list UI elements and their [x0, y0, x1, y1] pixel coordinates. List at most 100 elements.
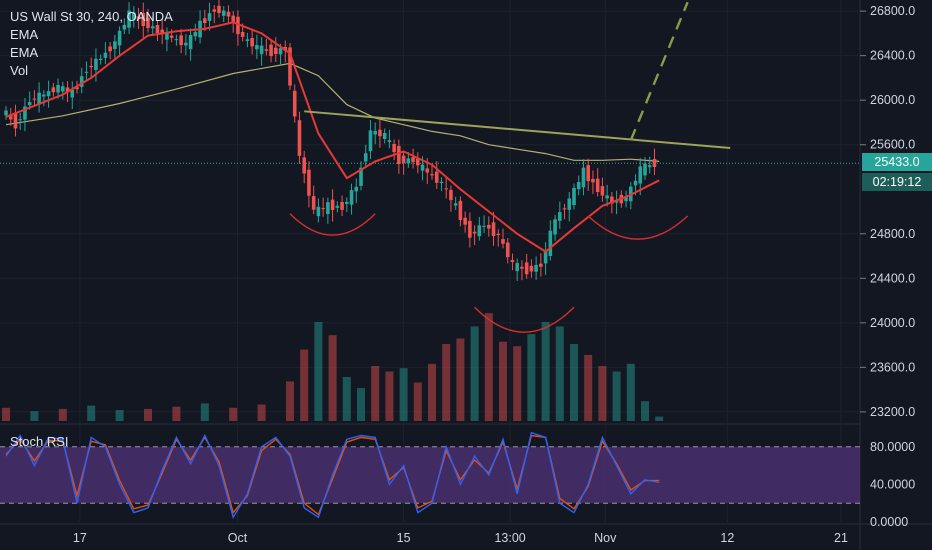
volume-label[interactable]: Vol	[10, 63, 29, 78]
candle-body	[439, 181, 444, 184]
symbol-title[interactable]: US Wall St 30, 240, OANDA	[10, 9, 173, 24]
candle-body	[221, 10, 226, 16]
candle-body	[203, 18, 207, 24]
candle-body	[397, 145, 401, 165]
candle-body	[562, 208, 567, 210]
candle-body	[264, 49, 269, 51]
candle-body	[373, 130, 377, 135]
volume-bar	[413, 382, 422, 421]
candle-body	[326, 202, 330, 215]
candle-body	[411, 157, 415, 163]
candle-body	[349, 190, 354, 205]
candle-body	[406, 158, 411, 164]
candle-body	[42, 94, 46, 97]
candle-body	[8, 114, 13, 120]
candle-body	[510, 259, 515, 263]
volume-bar	[527, 334, 536, 421]
volume-bar	[286, 381, 294, 421]
time-tick-label: Oct	[228, 531, 248, 545]
price-tick-label: 26800.0	[870, 4, 915, 18]
candle-body	[255, 45, 259, 50]
price-tick-label: 24400.0	[870, 271, 915, 285]
volume-bar	[456, 338, 465, 421]
last-price-text: 25433.0	[874, 155, 919, 169]
candle-body	[226, 11, 231, 17]
candle-body	[647, 165, 652, 168]
time-tick-label: 13:00	[494, 531, 525, 545]
candle-body	[330, 199, 335, 211]
candle-body	[207, 13, 212, 21]
candle-body	[605, 195, 609, 199]
volume-bar	[612, 371, 621, 421]
candle-body	[416, 158, 420, 166]
volume-bars	[2, 313, 664, 421]
candle-body	[496, 233, 501, 236]
candle-body	[217, 5, 221, 14]
candle-body	[193, 32, 198, 37]
volume-bar	[314, 322, 323, 421]
rsi-tick-label: 40.0000	[870, 477, 915, 491]
stoch-rsi-label[interactable]: Stoch RSI	[10, 434, 69, 449]
candle-body	[505, 242, 510, 258]
volume-bar	[115, 410, 124, 421]
ema-slow-group	[5, 62, 660, 162]
candle-body	[259, 45, 264, 55]
price-tick-label: 24000.0	[870, 316, 915, 330]
candle-body	[614, 201, 619, 203]
volume-bar	[499, 341, 507, 421]
candle-body	[558, 212, 562, 221]
candle-body	[401, 155, 406, 164]
volume-bar	[300, 349, 309, 421]
volume-bar	[655, 416, 664, 421]
candle-body	[46, 91, 51, 97]
candle-body	[103, 52, 108, 58]
candle-body	[288, 47, 292, 86]
candle-body	[487, 224, 491, 229]
candles[interactable]	[4, 0, 657, 281]
candle-body	[240, 31, 245, 37]
time-tick-label: 21	[834, 531, 848, 545]
candle-body	[184, 42, 188, 46]
candle-body	[581, 167, 586, 188]
axes: 26800.0 26400.0 26000.0 25600.0 24800.0 24400…	[73, 4, 915, 545]
candle-body	[387, 140, 392, 143]
pattern-drawings[interactable]	[289, 1, 731, 333]
candle-body	[146, 17, 150, 29]
candle-body	[520, 266, 524, 269]
candle-body	[548, 230, 553, 256]
candle-body	[600, 186, 605, 196]
candle-body	[434, 171, 439, 183]
candle-body	[4, 110, 8, 116]
volume-bar	[342, 377, 351, 421]
candle-body	[269, 44, 273, 57]
candle-body	[37, 92, 41, 105]
candle-body	[420, 164, 425, 171]
price-badges: 25433.0 02:19:12	[862, 153, 932, 191]
price-tick-label: 26400.0	[870, 49, 915, 63]
candle-body	[449, 189, 453, 201]
candle-body	[477, 225, 482, 237]
candle-body	[363, 153, 368, 162]
candle-body	[345, 201, 349, 204]
volume-bar	[385, 371, 394, 421]
head-arc	[474, 306, 575, 333]
time-tick-label: Nov	[594, 531, 617, 545]
candle-body	[638, 166, 643, 184]
candle-body	[169, 35, 174, 38]
stoch-rsi-panel[interactable]	[0, 431, 860, 520]
volume-bar	[2, 407, 10, 421]
rsi-tick-label: 0.0000	[870, 515, 908, 529]
candle-body	[27, 102, 32, 106]
candle-body	[113, 41, 117, 50]
candle-body	[98, 58, 103, 61]
ema-slow-label[interactable]: EMA	[10, 45, 39, 60]
candle-body	[335, 205, 340, 208]
candle-body	[75, 87, 79, 90]
volume-bar	[428, 363, 436, 421]
stoch-rsi-k-line	[5, 431, 660, 520]
candle-body	[51, 87, 56, 93]
ema-fast-label[interactable]: EMA	[10, 27, 39, 42]
candle-body	[94, 58, 98, 70]
candle-body	[321, 208, 325, 210]
